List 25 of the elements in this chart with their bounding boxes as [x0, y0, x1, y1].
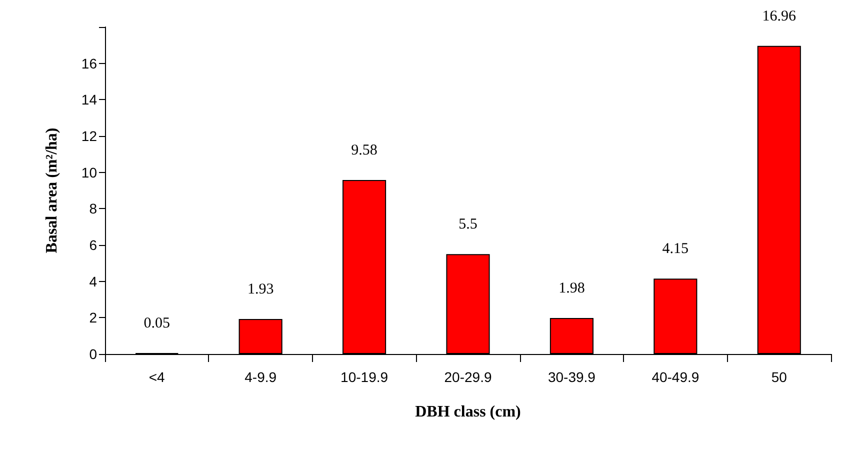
- x-tick-label: 50: [771, 369, 788, 385]
- y-tick-label: 6: [89, 237, 98, 253]
- y-tick-label: 2: [89, 310, 98, 326]
- y-tick-label: 14: [81, 92, 98, 108]
- data-label: 5.5: [458, 216, 478, 233]
- y-tick-label: 12: [81, 128, 98, 144]
- y-tick-label: 16: [81, 55, 98, 72]
- y-tick-label: 8: [89, 200, 98, 217]
- y-tick-label: 0: [89, 346, 98, 362]
- x-tick-label: 4-9.9: [244, 369, 277, 385]
- y-tick-label: 4: [89, 273, 98, 290]
- x-tick-label: 20-29.9: [444, 369, 492, 385]
- data-label: 16.96: [762, 8, 797, 24]
- data-label: 9.58: [351, 142, 378, 158]
- x-tick-label: <4: [148, 369, 166, 385]
- x-axis-title: DBH class (cm): [415, 404, 521, 420]
- data-label: 4.15: [662, 241, 689, 258]
- y-tick-label: 10: [81, 164, 98, 180]
- x-tick-label: 10-19.9: [340, 369, 388, 385]
- data-label: 0.05: [144, 316, 170, 332]
- data-label: 1.93: [247, 281, 274, 298]
- y-axis-title: Basal area (m²/ha): [44, 128, 60, 254]
- x-tick-label: 40-49.9: [652, 369, 700, 385]
- x-tick-label: 30-39.9: [548, 369, 596, 385]
- data-label: 1.98: [558, 280, 585, 297]
